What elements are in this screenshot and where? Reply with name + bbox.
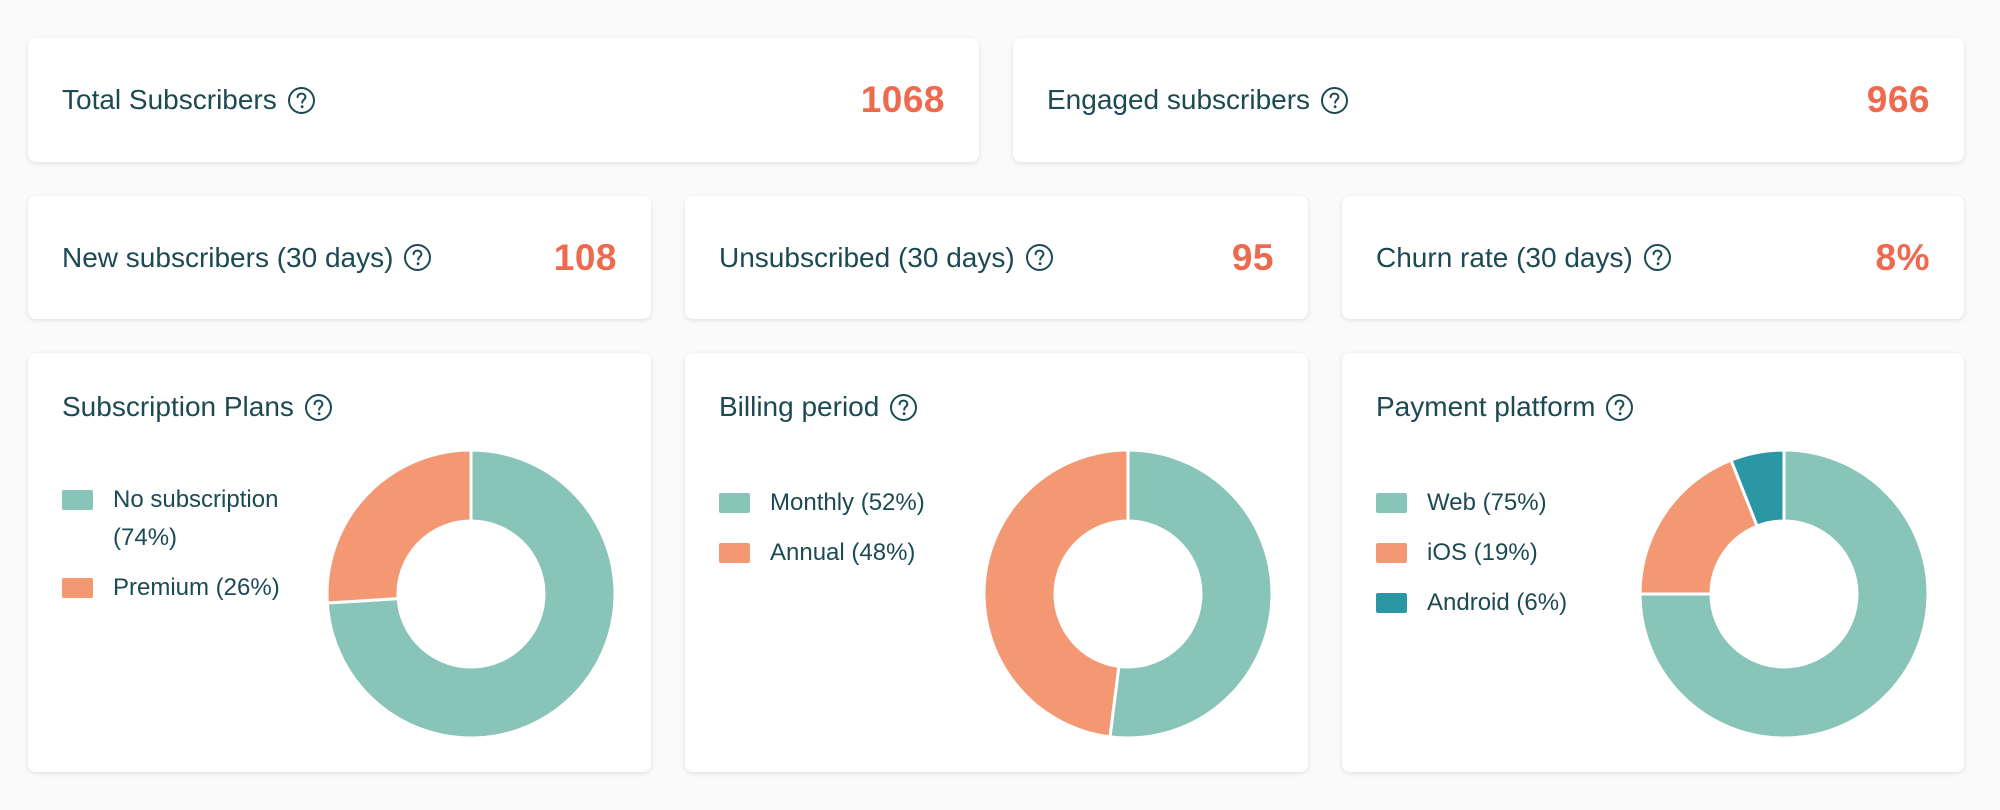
- donut-slice-android[interactable]: [1729, 449, 1786, 528]
- legend-label: No subscription (74%): [113, 486, 279, 551]
- subscription-plans-legend: No subscription (74%) Premium (26%): [62, 481, 307, 619]
- engaged-subscribers-card: Engaged subscribers 966: [1013, 38, 1964, 162]
- subscription-plans-title-group: Subscription Plans: [62, 391, 333, 423]
- payment-platform-legend: Web (75%) iOS (19%) Android (6%): [1376, 484, 1626, 634]
- donut-slice-annual[interactable]: [983, 449, 1130, 739]
- help-icon[interactable]: [304, 393, 333, 422]
- legend-item-android: Android (6%): [1376, 584, 1626, 622]
- legend-swatch: [1376, 493, 1407, 513]
- payment-platform-title-group: Payment platform: [1376, 391, 1634, 423]
- help-icon[interactable]: [1643, 243, 1672, 272]
- payment-platform-card: Payment platform Web (75%) iOS (19%) Andro…: [1342, 353, 1964, 772]
- legend-swatch: [62, 490, 93, 510]
- billing-period-donut: [983, 449, 1273, 739]
- legend-label: Annual (48%): [770, 539, 916, 566]
- donut-slice-monthly[interactable]: [1108, 449, 1273, 739]
- subscription-plans-card: Subscription Plans No subscription (74%)…: [28, 353, 651, 772]
- legend-label: Web (75%): [1427, 489, 1547, 516]
- engaged-subscribers-label-group: Engaged subscribers: [1047, 84, 1349, 116]
- legend-item-ios: iOS (19%): [1376, 534, 1626, 572]
- total-subscribers-value: 1068: [860, 79, 945, 120]
- donut-slice-web[interactable]: [1639, 449, 1929, 739]
- subscription-plans-title: Subscription Plans: [62, 391, 294, 422]
- churn-rate-label: Churn rate (30 days): [1376, 241, 1633, 273]
- legend-swatch: [62, 578, 93, 598]
- payment-platform-donut: [1639, 449, 1929, 739]
- legend-label: Premium (26%): [113, 574, 280, 601]
- donut-slice-no-subscription[interactable]: [326, 449, 616, 739]
- legend-item-no-subscription: No subscription (74%): [62, 481, 307, 557]
- legend-item-web: Web (75%): [1376, 484, 1626, 522]
- help-icon[interactable]: [1605, 393, 1634, 422]
- churn-rate-label-group: Churn rate (30 days): [1376, 242, 1672, 274]
- legend-label: Monthly (52%): [770, 489, 925, 516]
- donut-slice-premium[interactable]: [326, 449, 473, 605]
- new-subscribers-label: New subscribers (30 days): [62, 241, 394, 273]
- donut-slice-ios[interactable]: [1639, 458, 1759, 596]
- help-icon[interactable]: [287, 86, 316, 115]
- help-icon[interactable]: [403, 243, 432, 272]
- total-subscribers-label-group: Total Subscribers: [62, 84, 316, 116]
- churn-rate-card: Churn rate (30 days) 8%: [1342, 196, 1964, 319]
- engaged-subscribers-value: 966: [1866, 79, 1930, 120]
- billing-period-title: Billing period: [719, 391, 880, 422]
- new-subscribers-value: 108: [553, 236, 617, 278]
- churn-rate-value: 8%: [1875, 236, 1930, 278]
- billing-period-card: Billing period Monthly (52%) Annual (48%): [685, 353, 1308, 772]
- unsubscribed-card: Unsubscribed (30 days) 95: [685, 196, 1308, 319]
- legend-item-annual: Annual (48%): [719, 534, 969, 572]
- unsubscribed-value: 95: [1231, 236, 1274, 278]
- help-icon[interactable]: [1320, 86, 1349, 115]
- legend-swatch: [719, 543, 750, 563]
- new-subscribers-label-group: New subscribers (30 days): [62, 242, 432, 274]
- total-subscribers-card: Total Subscribers 1068: [28, 38, 979, 162]
- unsubscribed-label: Unsubscribed (30 days): [719, 241, 1015, 273]
- billing-period-title-group: Billing period: [719, 391, 918, 423]
- legend-label: Android (6%): [1427, 589, 1568, 616]
- legend-item-premium: Premium (26%): [62, 569, 307, 607]
- help-icon[interactable]: [1025, 243, 1054, 272]
- new-subscribers-card: New subscribers (30 days) 108: [28, 196, 651, 319]
- payment-platform-title: Payment platform: [1376, 391, 1596, 422]
- legend-swatch: [1376, 543, 1407, 563]
- total-subscribers-label: Total Subscribers: [62, 84, 277, 115]
- help-icon[interactable]: [889, 393, 918, 422]
- legend-swatch: [719, 493, 750, 513]
- legend-label: iOS (19%): [1427, 539, 1538, 566]
- billing-period-legend: Monthly (52%) Annual (48%): [719, 484, 969, 584]
- subscription-plans-donut: [326, 449, 616, 739]
- legend-swatch: [1376, 593, 1407, 613]
- engaged-subscribers-label: Engaged subscribers: [1047, 84, 1311, 115]
- legend-item-monthly: Monthly (52%): [719, 484, 969, 522]
- unsubscribed-label-group: Unsubscribed (30 days): [719, 242, 1054, 274]
